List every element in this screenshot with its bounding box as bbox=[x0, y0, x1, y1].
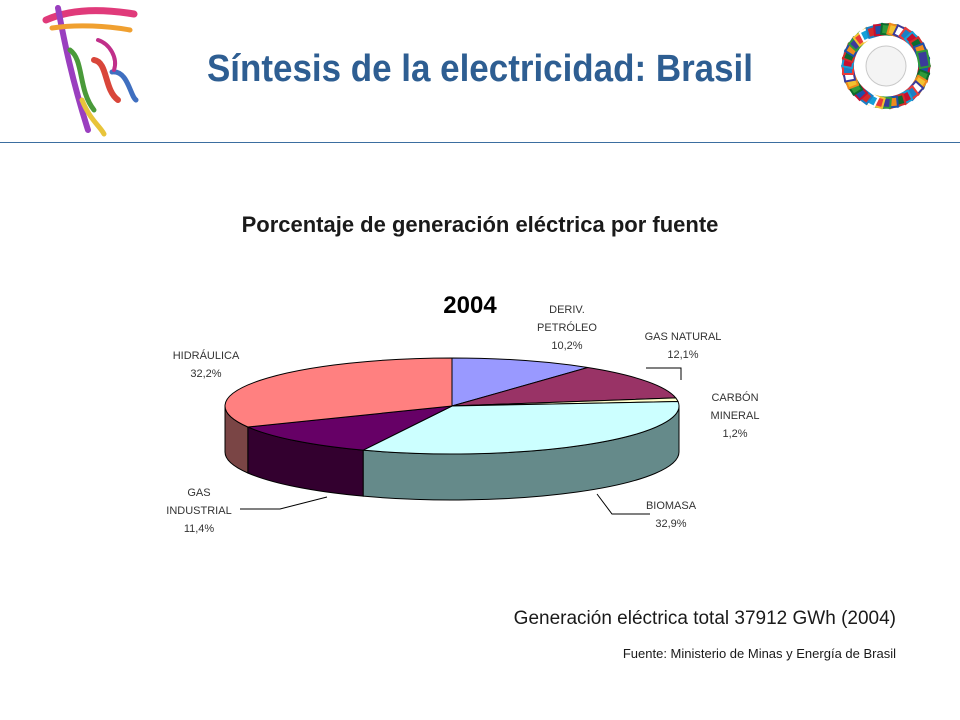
source-note: Fuente: Ministerio de Minas y Energía de… bbox=[622, 646, 896, 661]
oas-flags-emblem bbox=[841, 22, 931, 110]
pie-sides bbox=[224, 405, 680, 501]
chart-title: Porcentaje de generación eléctrica por f… bbox=[241, 212, 719, 237]
pie-label-3: BIOMASA 32,9% bbox=[646, 500, 697, 530]
pie-slice-3 bbox=[361, 400, 680, 455]
pie-label-1: GAS NATURAL 12,1% bbox=[645, 331, 722, 361]
pie-leader-line-4 bbox=[240, 496, 328, 510]
pie-slice-4 bbox=[245, 405, 453, 451]
pie-label-4: GAS INDUSTRIAL 11,4% bbox=[166, 487, 231, 535]
olade-logo bbox=[42, 5, 139, 137]
pie-slice-5 bbox=[224, 357, 453, 428]
pie-slice-1 bbox=[451, 367, 677, 407]
total-generation-text: Generación eléctrica total 37912 GWh (20… bbox=[513, 608, 896, 629]
pie-label-5: HIDRÁULICA 32,2% bbox=[173, 349, 240, 380]
pie-label-2: CARBÓN MINERAL 1,2% bbox=[711, 391, 760, 440]
pie-labels: DERIV. PETRÓLEO 10,2% GAS NATURAL 12,1% CARBÓ… bbox=[166, 304, 759, 535]
pie-label-0: DERIV. PETRÓLEO 10,2% bbox=[537, 304, 597, 352]
pie-leader-line-3 bbox=[596, 493, 650, 515]
page-title: Síntesis de la electricidad: Brasil bbox=[206, 48, 753, 90]
flag-shape bbox=[915, 49, 931, 70]
pie-leader-lines bbox=[240, 367, 682, 515]
header-divider bbox=[0, 142, 960, 143]
pie-leader-line-1 bbox=[646, 367, 682, 380]
chart-year-label: 2004 bbox=[443, 292, 497, 319]
pie-tops bbox=[224, 357, 680, 455]
pie-slice-0 bbox=[451, 357, 588, 407]
